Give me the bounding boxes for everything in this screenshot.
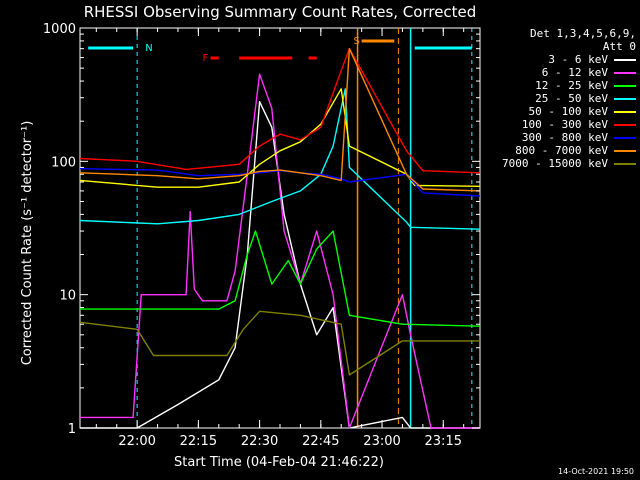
timestamp: 14-Oct-2021 19:50 [558,467,634,476]
legend-item: 25 - 50 keV [488,92,636,105]
y-tick-label-1000: 1000 [43,22,76,37]
legend-label: 12 - 25 keV [535,79,608,92]
legend-label: 25 - 50 keV [535,92,608,105]
legend-item: 300 - 800 keV [488,131,636,144]
series-50-100-kev [79,88,481,188]
annotation-n: N [145,43,152,54]
legend-label: 7000 - 15000 keV [502,157,608,170]
x-tick-label-2200: 22:00 [118,434,155,449]
legend-swatch [614,162,636,165]
y-tick-label-100: 100 [51,155,76,170]
x-tick-label-2215: 22:15 [180,434,217,449]
legend-swatch [614,97,636,100]
x-axis-label: Start Time (04-Feb-04 21:46:22) [174,455,384,470]
legend-swatch [614,136,636,139]
series-100-300-kev [79,48,481,174]
legend-item: 7000 - 15000 keV [488,157,636,170]
legend-entries: 3 - 6 keV 6 - 12 keV 12 - 25 keV 25 - 50 ke… [488,53,636,170]
legend: Det 1,3,4,5,6,9, Att 0 3 - 6 keV 6 - 12 k… [488,27,636,170]
x-tick-label-2230: 22:30 [241,434,278,449]
legend-label: 300 - 800 keV [521,131,608,144]
series-25-50-kev [79,88,481,230]
legend-swatch [614,149,636,152]
legend-item: 12 - 25 keV [488,79,636,92]
legend-item: 50 - 100 keV [488,105,636,118]
legend-label: 800 - 7000 keV [515,144,608,157]
annotation-f: F [202,53,208,64]
series-6-12-kev [80,73,480,429]
y-tick-label-1: 1 [68,422,76,437]
x-tick-label-2315: 23:15 [425,434,462,449]
legend-label: 100 - 300 keV [521,118,608,131]
legend-header-attenuator: Att 0 [602,40,636,53]
legend-label: 3 - 6 keV [548,53,608,66]
legend-swatch [614,84,636,87]
legend-swatch [614,58,636,61]
legend-item: 3 - 6 keV [488,53,636,66]
series-7000-15000-kev [79,310,480,376]
legend-item: 100 - 300 keV [488,118,636,131]
legend-swatch [614,71,636,74]
legend-label: 6 - 12 keV [541,66,608,79]
x-tick-label-2300: 23:00 [363,434,400,449]
legend-item: 6 - 12 keV [488,66,636,79]
chart-title: RHESSI Observing Summary Count Rates, Co… [84,3,477,21]
x-tick-label-2245: 22:45 [302,434,339,449]
annotation-s: S [353,36,359,47]
legend-label: 50 - 100 keV [528,105,608,118]
y-axis-label: Corrected Count Rate (s⁻¹ detector⁻¹) [20,121,35,366]
legend-item: 800 - 7000 keV [488,144,636,157]
series-layer [79,48,481,429]
series-12-25-kev [80,230,481,327]
legend-swatch [614,110,636,113]
series-800-7000-kev [79,48,481,192]
legend-header-detectors: Det 1,3,4,5,6,9, [530,27,636,40]
y-tick-label-10: 10 [59,289,76,304]
axes-layer: 1 10 100 1000 22:00 22:15 22:30 22:45 23:00 23:15 [43,22,480,449]
legend-swatch [614,123,636,126]
